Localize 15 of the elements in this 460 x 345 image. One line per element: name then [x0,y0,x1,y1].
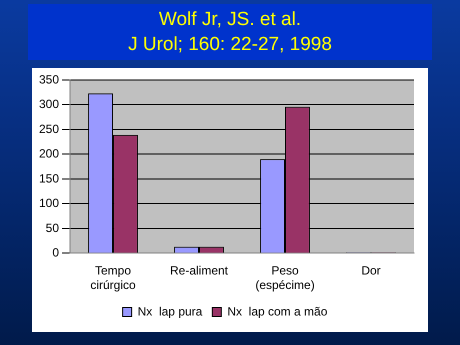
x-tick-label: Tempo cirúrgico [90,264,136,292]
x-tick-label: Re-aliment [170,264,229,278]
y-tick-label: 0 [52,246,60,260]
y-tick-label: 100 [38,196,60,210]
x-tick-label: Peso (espécime) [255,264,315,292]
x-tick-label: Dor [361,264,381,278]
legend-label: Nx lap pura [138,304,203,318]
y-tick-label: 350 [38,72,60,86]
y-tick-label: 250 [38,122,60,136]
legend-label: Nx lap com a mão [227,304,328,318]
y-tick-label: 150 [38,171,60,186]
y-tick-label: 200 [38,146,60,161]
y-tick-label: 50 [46,220,60,235]
y-tick-label: 300 [38,97,60,112]
chart-title: Wolf Jr, JS. et al. J Urol; 160: 22-27, 1998 [28,4,432,60]
